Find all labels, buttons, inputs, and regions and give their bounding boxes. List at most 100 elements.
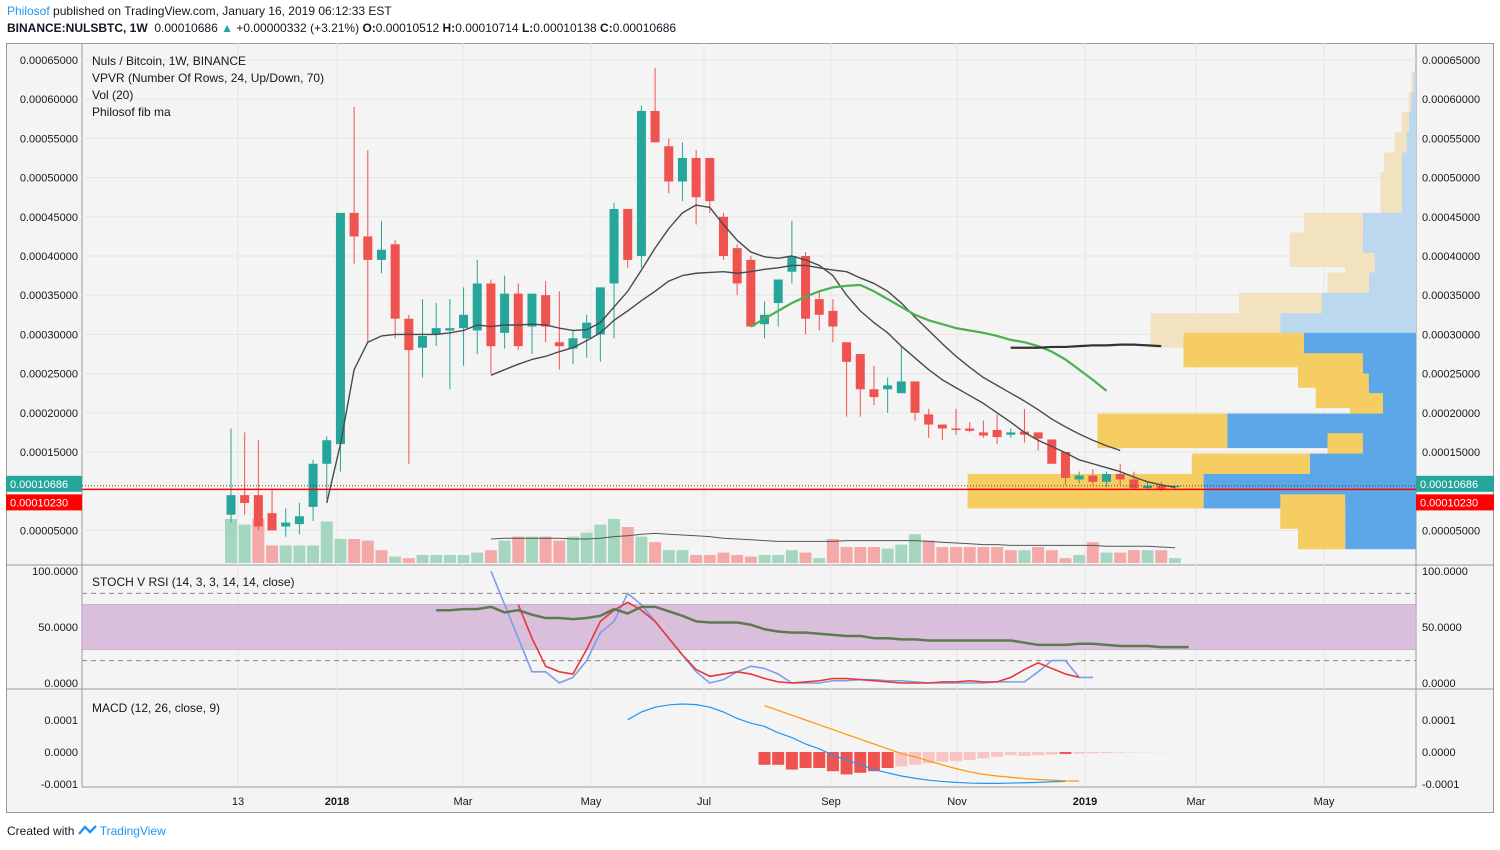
volume-bar: [1032, 547, 1045, 563]
author-link[interactable]: Philosof: [7, 4, 50, 18]
volume-bar: [1018, 550, 1031, 563]
line-price-label-right: 0.00010230: [1420, 497, 1478, 509]
tradingview-link[interactable]: TradingView: [99, 824, 166, 838]
low-value: 0.00010138: [533, 21, 597, 35]
macd-histogram-bar: [895, 752, 908, 767]
candle-body: [459, 314, 469, 329]
candle-body: [951, 428, 961, 431]
macd-tick-right: 0.0001: [1422, 715, 1456, 727]
volume-bar: [621, 527, 634, 563]
vpvr-down-bar: [1411, 71, 1414, 107]
volume-bar: [785, 550, 798, 563]
candle-body: [636, 110, 646, 257]
candle-body: [992, 430, 1002, 438]
time-tick: Mar: [1187, 796, 1206, 808]
candle-body: [376, 249, 386, 260]
candle-body: [705, 158, 715, 202]
candles[interactable]: [226, 67, 1180, 537]
stoch-tick-left: 100.0000: [32, 566, 78, 578]
candle-body: [568, 338, 578, 349]
stoch-band: [81, 604, 1417, 650]
close-label: C:: [600, 21, 613, 35]
vpvr-down-bar: [1298, 514, 1346, 550]
candle-body: [842, 342, 852, 362]
last-price-label-left: 0.00010686: [10, 479, 68, 491]
volume-bar: [580, 532, 593, 563]
legend-vpvr: VPVR (Number Of Rows, 24, Up/Down, 70): [92, 71, 324, 85]
volume-bar: [1114, 552, 1127, 563]
last-price-label-right: 0.00010686: [1420, 479, 1478, 491]
volume-bar: [772, 555, 785, 563]
vpvr-down-bar: [967, 473, 1204, 509]
candle-body: [281, 522, 291, 527]
up-arrow-icon: ▲: [221, 21, 233, 35]
volume-bar: [950, 547, 963, 563]
volume-bar: [703, 555, 716, 563]
volume-bar: [1059, 558, 1072, 563]
volume-bar: [361, 540, 374, 563]
candle-body: [1170, 485, 1180, 488]
candle-body: [349, 212, 359, 237]
volume-bar: [1127, 550, 1140, 563]
volume-bar: [539, 536, 552, 563]
volume-bar: [430, 555, 443, 563]
volume-bar: [443, 555, 456, 563]
candle-body: [363, 236, 373, 260]
stoch-rsi-pane[interactable]: [81, 570, 1417, 684]
candle-body: [718, 216, 728, 256]
candle-body: [335, 212, 345, 445]
macd-tick-left: 0.0001: [44, 715, 78, 727]
candle-body: [677, 158, 687, 182]
macd-histogram-bar: [936, 752, 949, 762]
macd-histogram-bar: [785, 752, 798, 770]
chart-frame[interactable]: 0.00065000 0.00065000 0.00060000 0.00060000…: [6, 43, 1494, 813]
candle-body: [486, 283, 496, 347]
volume-bar: [320, 521, 333, 563]
macd-pane[interactable]: [627, 703, 1168, 784]
price-tick-right: 0.00030000: [1422, 329, 1480, 341]
stoch-legend: STOCH V RSI (14, 3, 3, 14, 14, close): [92, 575, 295, 589]
last-price-label-left-bg: [6, 475, 82, 492]
volume-bar: [662, 550, 675, 563]
volume-bar: [1004, 550, 1017, 563]
vpvr-up-bar: [1408, 111, 1416, 147]
candle-body: [978, 432, 988, 436]
tradingview-logo-icon: [77, 825, 97, 835]
candle-body: [828, 310, 838, 327]
time-tick: Sep: [821, 796, 841, 808]
price-tick-left: 0.00030000: [20, 329, 78, 341]
close-value: 0.00010686: [612, 21, 677, 35]
macd-histogram-bar: [813, 752, 826, 768]
volume-bar: [375, 550, 388, 563]
stoch-tick-left: 0.0000: [44, 678, 78, 690]
price-tick-right: 0.00045000: [1422, 212, 1480, 224]
macd-histogram-bar: [1032, 752, 1045, 756]
macd-line: [627, 703, 1066, 784]
price-tick-right: 0.00060000: [1422, 94, 1480, 106]
candle-body: [595, 287, 605, 335]
candle-body: [869, 389, 879, 398]
candle-body: [1143, 485, 1153, 489]
candle-body: [924, 414, 934, 425]
volume-bar: [457, 555, 470, 563]
low-label: L:: [521, 21, 534, 35]
time-tick: May: [1314, 796, 1335, 808]
price-tick-left: 0.00035000: [20, 290, 78, 302]
volume-bar: [594, 524, 607, 563]
price-tick-right: 0.00035000: [1422, 290, 1480, 302]
macd-histogram-bar: [950, 752, 963, 761]
macd-tick-left: 0.0000: [44, 747, 78, 759]
axes: 0.00065000 0.00065000 0.00060000 0.00060000…: [6, 55, 1494, 808]
last-price-label-right-bg: [1416, 475, 1494, 492]
candle-body: [226, 495, 236, 515]
volume-bar: [991, 547, 1004, 563]
price-tick-left: 0.00065000: [20, 55, 78, 67]
price-tick-right: 0.00005000: [1422, 525, 1480, 537]
macd-histogram-bar: [1045, 752, 1058, 755]
macd-histogram-bar: [1004, 752, 1017, 756]
candle-body: [554, 342, 564, 347]
volume-bar: [608, 519, 621, 563]
volume-bar: [717, 552, 730, 563]
volume-bar: [1100, 552, 1113, 563]
volume-bar: [266, 545, 279, 563]
